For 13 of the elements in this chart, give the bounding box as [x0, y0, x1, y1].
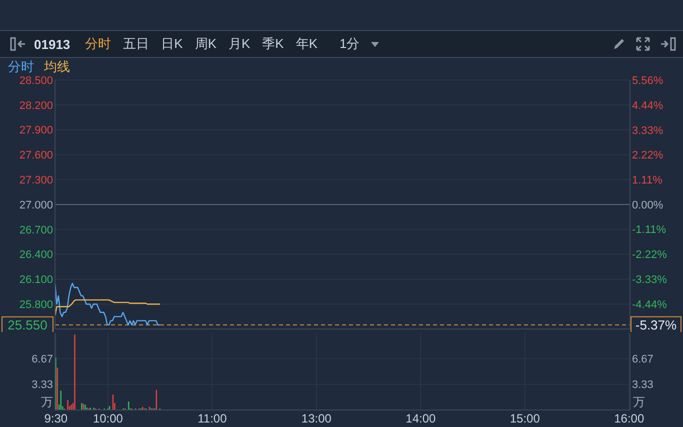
x-tick-label: 9:30 — [44, 412, 68, 426]
y2-tick-label: 3.33 — [632, 379, 654, 392]
x-tick-label: 10:00 — [92, 412, 124, 426]
x-tick-label: 11:00 — [198, 412, 228, 426]
x-tick-label: 13:00 — [301, 412, 332, 426]
y2-axis-title: 万 — [633, 395, 645, 409]
y-axis-title: 万 — [41, 395, 53, 409]
y2-tick-label: 6.67 — [632, 353, 654, 366]
x-tick-label: 14:00 — [406, 412, 436, 426]
y-tick-label: 3.33 — [32, 379, 53, 392]
y-tick-label: 6.67 — [32, 353, 53, 366]
x-tick-label: 16:00 — [614, 412, 644, 426]
x-tick-label: 15:00 — [510, 412, 540, 426]
